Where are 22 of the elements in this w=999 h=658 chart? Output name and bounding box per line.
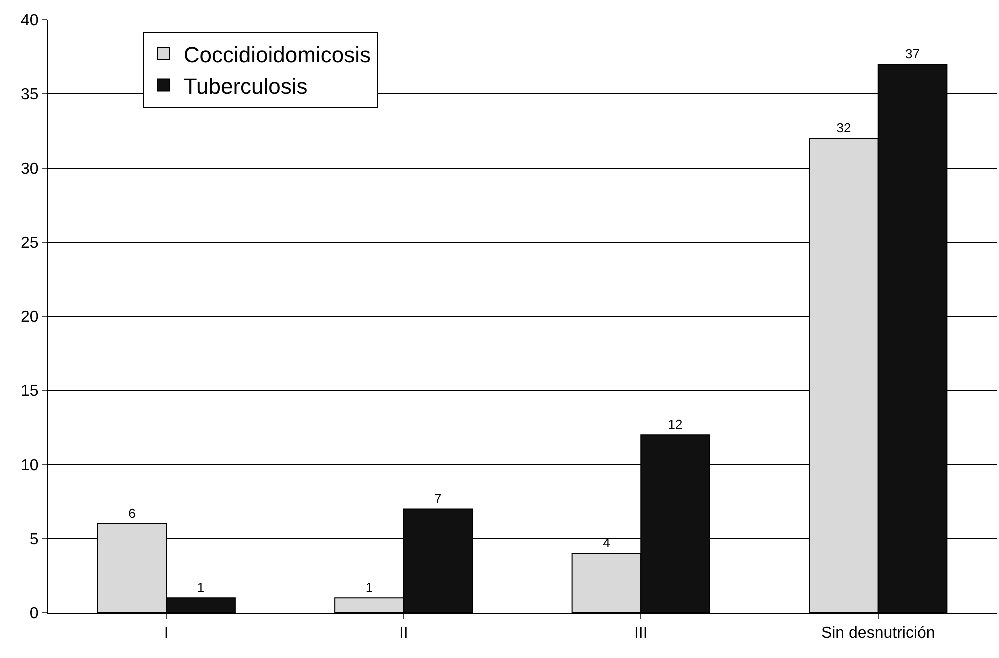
x-tick-label: II: [399, 625, 408, 642]
y-tick-label: 35: [21, 86, 39, 104]
data-label: 7: [434, 491, 442, 506]
y-tick-label: 40: [21, 12, 39, 30]
data-label: 12: [668, 417, 683, 432]
legend-label: Coccidioidomicosis: [184, 42, 371, 68]
x-tick-label: I: [164, 625, 169, 642]
data-label: 32: [836, 120, 852, 136]
data-label: 1: [366, 580, 374, 596]
y-tick-label: 25: [21, 234, 39, 252]
y-tick-label: 20: [21, 309, 39, 326]
x-tick-label: Sin desnutrición: [821, 625, 936, 642]
y-tick-label: 15: [21, 383, 39, 400]
y-tick-label: 0: [30, 606, 39, 623]
y-tick-label: 5: [30, 531, 39, 548]
data-label: 1: [197, 580, 205, 596]
data-label: 37: [906, 46, 920, 62]
x-tick-label: III: [634, 625, 648, 642]
y-tick-label: 10: [21, 457, 39, 474]
y-tick-label: 30: [21, 160, 39, 178]
legend-label: Tuberculosis: [184, 74, 308, 99]
data-label: 6: [128, 506, 136, 522]
